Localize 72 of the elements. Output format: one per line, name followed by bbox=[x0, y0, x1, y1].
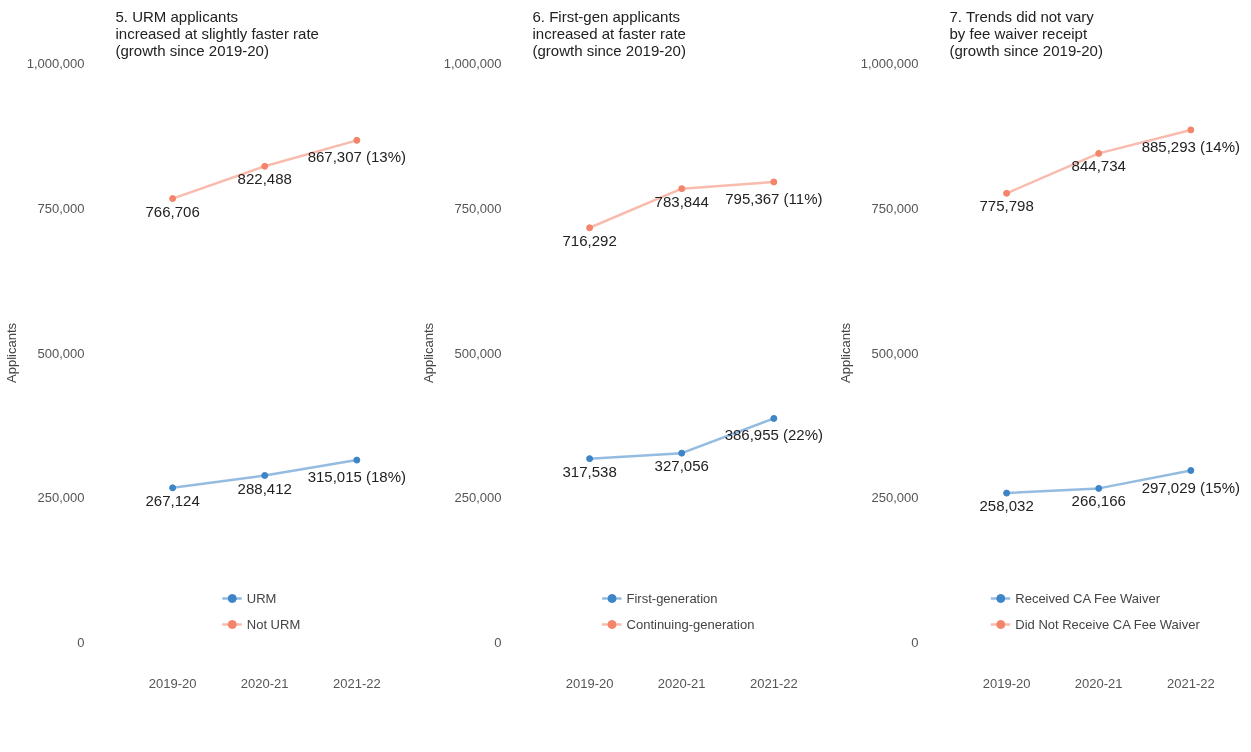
data-label: 885,293 (14%) bbox=[1141, 137, 1241, 155]
data-label: 315,015 (18%) bbox=[307, 468, 407, 486]
data-label: 317,538 bbox=[562, 462, 617, 480]
data-label: 783,844 bbox=[654, 192, 709, 210]
point bbox=[1003, 189, 1011, 197]
data-label: 716,292 bbox=[562, 231, 617, 249]
data-label: 327,056 bbox=[654, 457, 709, 475]
point bbox=[169, 195, 177, 203]
point bbox=[1187, 467, 1195, 475]
x-tick-label: 2020-21 bbox=[1074, 675, 1123, 691]
point bbox=[261, 472, 269, 479]
x-tick-label: 2019-20 bbox=[565, 675, 614, 691]
data-label: 267,124 bbox=[145, 491, 200, 509]
y-tick-label: 500,000 bbox=[37, 345, 85, 361]
data-label: 288,412 bbox=[237, 479, 292, 497]
chart-title: 7. Trends did not vary by fee waiver receipt (growth since 2019-20) bbox=[949, 7, 1103, 59]
point bbox=[1187, 126, 1195, 134]
point bbox=[169, 484, 177, 492]
legend-label: First-generation bbox=[626, 590, 718, 606]
x-tick-label: 2021-22 bbox=[749, 675, 798, 691]
x-tick-label: 2019-20 bbox=[982, 675, 1031, 691]
y-tick-label: 1,000,000 bbox=[443, 56, 502, 71]
x-tick-label: 2020-21 bbox=[240, 675, 289, 691]
y-axis-title: Applicants bbox=[3, 322, 19, 383]
data-label: 266,166 bbox=[1071, 492, 1126, 510]
y-axis-title: Applicants bbox=[837, 322, 853, 383]
y-tick-label: 0 bbox=[911, 635, 919, 650]
y-tick-label: 750,000 bbox=[37, 200, 85, 216]
y-tick-label: 750,000 bbox=[454, 200, 502, 216]
data-label: 386,955 (22%) bbox=[724, 426, 824, 444]
chart-title: 5. URM applicants increased at slightly faster rate (growth since 2019-20) bbox=[115, 7, 319, 59]
y-tick-label: 500,000 bbox=[871, 345, 919, 361]
y-tick-label: 750,000 bbox=[871, 200, 919, 216]
point bbox=[1095, 484, 1103, 492]
data-label: 822,488 bbox=[237, 170, 292, 188]
point bbox=[261, 162, 269, 170]
point bbox=[1003, 489, 1011, 497]
data-label: 795,367 (11%) bbox=[725, 189, 823, 207]
y-tick-label: 250,000 bbox=[37, 490, 85, 506]
y-tick-label: 250,000 bbox=[454, 490, 502, 506]
point bbox=[678, 449, 686, 457]
data-label: 867,307 (13%) bbox=[307, 148, 407, 166]
data-label: 258,032 bbox=[979, 497, 1034, 515]
legend-label: Received CA Fee Waiver bbox=[1015, 590, 1161, 606]
y-tick-label: 250,000 bbox=[871, 490, 919, 506]
x-tick-label: 2020-21 bbox=[657, 675, 706, 691]
data-label: 297,029 (15%) bbox=[1141, 478, 1241, 496]
point bbox=[1095, 149, 1103, 157]
data-label: 766,706 bbox=[145, 202, 200, 220]
legend-label: Did Not Receive CA Fee Waiver bbox=[1015, 616, 1200, 632]
point bbox=[770, 178, 778, 186]
data-label: 844,734 bbox=[1071, 157, 1126, 175]
x-tick-label: 2019-20 bbox=[148, 675, 197, 691]
y-tick-label: 1,000,000 bbox=[860, 56, 919, 71]
data-label: 775,798 bbox=[979, 197, 1034, 215]
y-tick-label: 1,000,000 bbox=[26, 56, 85, 71]
point bbox=[353, 136, 361, 144]
point bbox=[353, 456, 361, 464]
legend-label: URM bbox=[246, 590, 277, 606]
point bbox=[678, 185, 686, 193]
x-tick-label: 2021-22 bbox=[1166, 675, 1215, 691]
x-tick-label: 2021-22 bbox=[332, 675, 381, 691]
y-tick-label: 0 bbox=[494, 635, 502, 650]
y-axis-title: Applicants bbox=[420, 322, 436, 383]
point bbox=[586, 455, 594, 463]
legend-label: Continuing-generation bbox=[626, 616, 755, 632]
y-tick-label: 0 bbox=[77, 635, 85, 650]
chart-title: 6. First-gen applicants increased at faster rate (growth since 2019-20) bbox=[532, 7, 686, 59]
legend-label: Not URM bbox=[246, 616, 301, 632]
y-tick-label: 500,000 bbox=[454, 345, 502, 361]
point bbox=[770, 414, 778, 422]
point bbox=[586, 224, 594, 232]
